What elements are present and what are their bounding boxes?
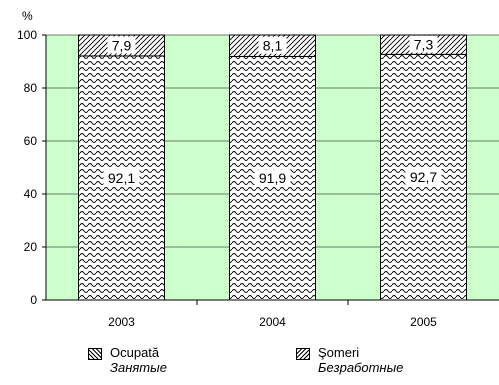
y-tick-label: 100: [17, 28, 37, 42]
data-label-background: [409, 35, 438, 53]
y-tick-label: 20: [24, 240, 38, 254]
data-label-background: [107, 36, 136, 54]
data-label: 8,1: [263, 38, 283, 54]
bars: 92,1 7,9 91,9 8,1 92,7 7,3: [78, 34, 467, 301]
legend-label-employed: Ocupată: [110, 345, 160, 360]
data-label: 91,9: [259, 170, 286, 186]
legend-label-unemployed-ru: Безработные: [318, 360, 404, 375]
data-label-background: [258, 36, 287, 54]
data-label-background: [103, 168, 140, 186]
data-label-background: [405, 168, 442, 186]
data-label: 7,9: [112, 37, 132, 53]
x-tick-label: 2003: [108, 315, 135, 329]
legend-swatch-employed: [88, 348, 102, 360]
data-label: 7,3: [414, 37, 434, 53]
y-ticks: 0 20 40 60 80 100: [17, 28, 46, 307]
legend-swatch-unemployed: [296, 348, 310, 360]
data-label: 92,1: [108, 170, 135, 186]
x-tick-label: 2004: [259, 315, 286, 329]
legend-label-unemployed: Şomeri: [318, 345, 360, 360]
y-unit-label: %: [22, 9, 33, 23]
x-ticks: 2003 2004 2005: [108, 300, 437, 329]
y-tick-label: 80: [24, 81, 38, 95]
y-tick-label: 40: [24, 187, 38, 201]
x-tick-label: 2005: [410, 315, 437, 329]
data-label: 92,7: [410, 169, 437, 185]
legend-label-employed-ru: Занятые: [110, 360, 167, 375]
data-label-background: [254, 169, 291, 187]
y-tick-label: 60: [24, 134, 38, 148]
y-tick-label: 0: [30, 293, 37, 307]
